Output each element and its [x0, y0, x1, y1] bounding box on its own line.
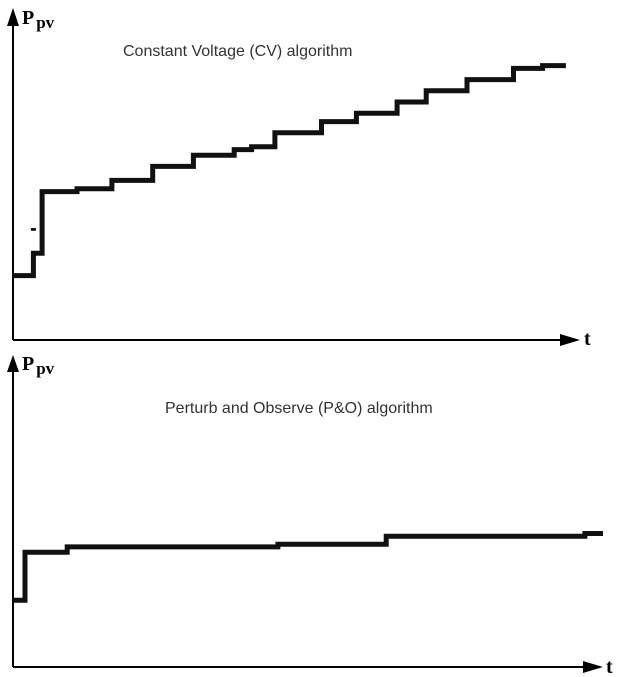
- po-y-axis-arrow: [7, 355, 19, 372]
- po-x-label: t: [606, 656, 613, 677]
- cv-chart-title: Constant Voltage (CV) algorithm: [123, 43, 352, 60]
- po-y-label-sub: pv: [36, 359, 54, 378]
- cv-series-0-line: [13, 63, 566, 279]
- cv-x-axis-arrow: [560, 334, 580, 346]
- cv-y-label-sub: pv: [36, 13, 54, 32]
- po-series-0-line: [13, 531, 603, 603]
- po-x-axis-arrow: [583, 661, 603, 673]
- cv-plot-area: [13, 63, 566, 279]
- cv-x-label: t: [584, 328, 591, 350]
- po-plot-area: [13, 531, 603, 603]
- po-chart-title: Perturb and Observe (P&O) algorithm: [165, 400, 433, 417]
- cv-y-axis-arrow: [7, 8, 19, 26]
